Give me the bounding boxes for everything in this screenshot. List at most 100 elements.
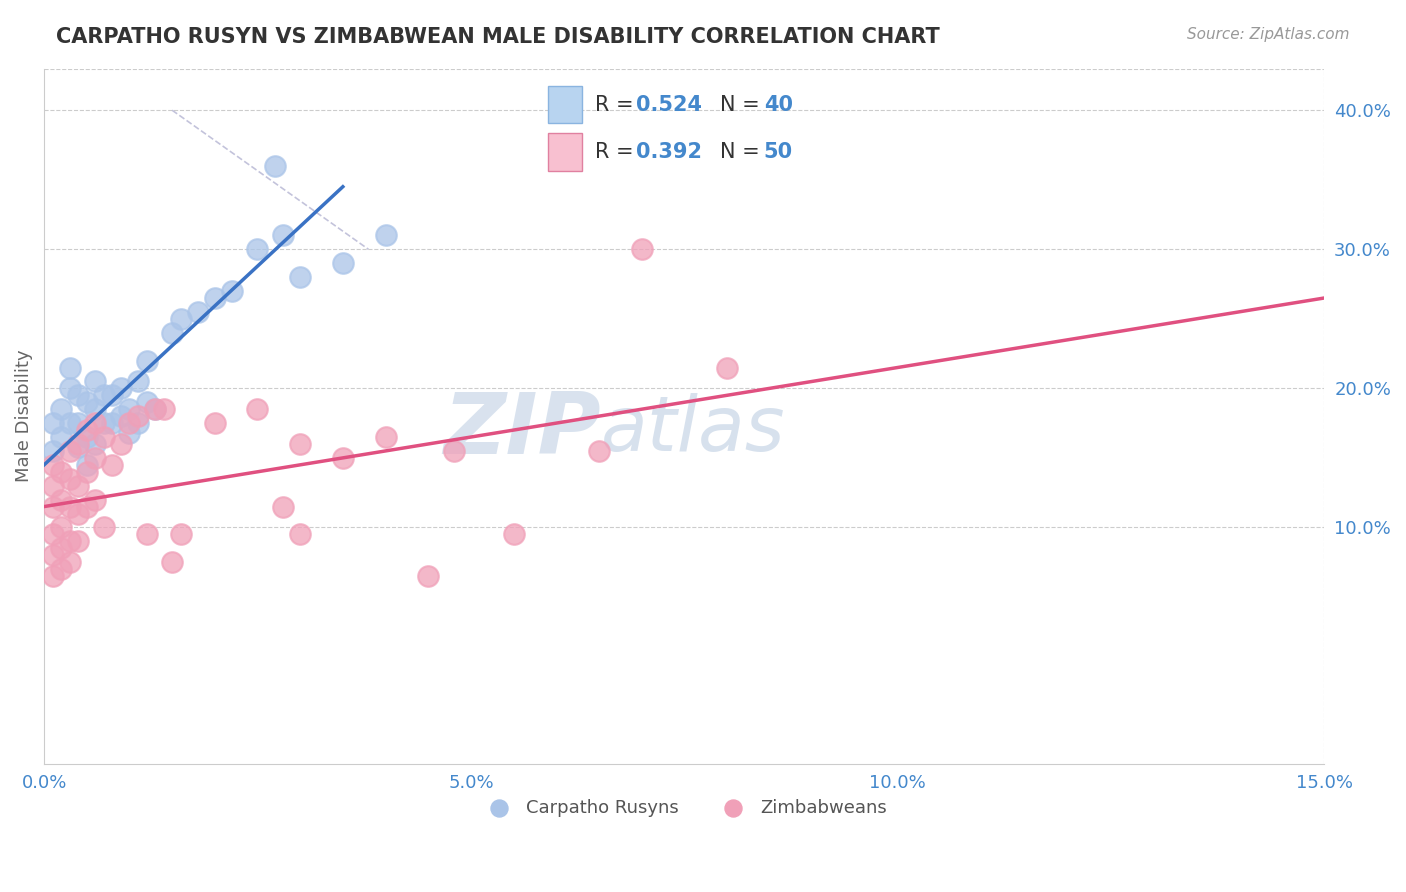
Point	[51, 520, 73, 534]
Point	[51, 492, 73, 507]
Point	[288, 437, 311, 451]
Point	[221, 284, 243, 298]
Point	[59, 500, 82, 514]
Point	[127, 416, 149, 430]
Text: 40: 40	[763, 95, 793, 115]
Point	[67, 534, 90, 549]
Point	[502, 527, 524, 541]
Point	[84, 416, 107, 430]
Point	[59, 381, 82, 395]
Point	[51, 562, 73, 576]
Point	[41, 444, 63, 458]
Point	[443, 444, 465, 458]
Text: R =: R =	[595, 95, 640, 115]
Point	[204, 416, 226, 430]
Point	[41, 479, 63, 493]
Point	[41, 458, 63, 472]
Text: N =: N =	[720, 95, 766, 115]
Legend: Carpatho Rusyns, Zimbabweans: Carpatho Rusyns, Zimbabweans	[474, 792, 894, 824]
Point	[41, 500, 63, 514]
Point	[271, 228, 294, 243]
Point	[418, 569, 440, 583]
Point	[76, 430, 98, 444]
Point	[101, 416, 124, 430]
Point	[118, 402, 141, 417]
Point	[135, 395, 157, 409]
Point	[93, 388, 115, 402]
Point	[204, 291, 226, 305]
Point	[127, 375, 149, 389]
Text: 0.524: 0.524	[636, 95, 702, 115]
Point	[84, 437, 107, 451]
Point	[76, 500, 98, 514]
Point	[51, 430, 73, 444]
Point	[51, 465, 73, 479]
Point	[41, 527, 63, 541]
Point	[110, 437, 132, 451]
Point	[118, 416, 141, 430]
Text: R =: R =	[595, 142, 640, 162]
Point	[135, 527, 157, 541]
Text: CARPATHO RUSYN VS ZIMBABWEAN MALE DISABILITY CORRELATION CHART: CARPATHO RUSYN VS ZIMBABWEAN MALE DISABI…	[56, 27, 941, 46]
Point	[84, 375, 107, 389]
Point	[67, 437, 90, 451]
Point	[332, 256, 354, 270]
Text: 0.392: 0.392	[636, 142, 702, 162]
Point	[93, 520, 115, 534]
Point	[160, 326, 183, 340]
Point	[93, 430, 115, 444]
Point	[110, 381, 132, 395]
Point	[59, 360, 82, 375]
Point	[143, 402, 166, 417]
Point	[288, 527, 311, 541]
Point	[101, 458, 124, 472]
Point	[59, 534, 82, 549]
Point	[160, 555, 183, 569]
Point	[110, 409, 132, 424]
Point	[76, 423, 98, 437]
Point	[67, 507, 90, 521]
Point	[271, 500, 294, 514]
Point	[84, 402, 107, 417]
Point	[630, 242, 652, 256]
Point	[67, 440, 90, 454]
Point	[59, 555, 82, 569]
Point	[76, 395, 98, 409]
Point	[41, 569, 63, 583]
Point	[84, 492, 107, 507]
Point	[288, 270, 311, 285]
Point	[84, 450, 107, 465]
Point	[118, 425, 141, 440]
Point	[76, 458, 98, 472]
Point	[59, 444, 82, 458]
Point	[67, 388, 90, 402]
Bar	[548, 87, 582, 123]
Point	[51, 541, 73, 556]
Point	[246, 242, 269, 256]
Point	[170, 311, 193, 326]
Point	[246, 402, 269, 417]
Point	[170, 527, 193, 541]
Point	[588, 444, 610, 458]
Text: 50: 50	[763, 142, 793, 162]
Point	[67, 479, 90, 493]
Point	[152, 402, 174, 417]
Point	[59, 472, 82, 486]
Bar	[548, 133, 582, 170]
Point	[41, 416, 63, 430]
Point	[101, 388, 124, 402]
Point	[51, 402, 73, 417]
Point	[135, 353, 157, 368]
Point	[263, 159, 285, 173]
Point	[716, 360, 738, 375]
Text: ZIP: ZIP	[443, 389, 600, 472]
Point	[374, 228, 396, 243]
Text: N =: N =	[720, 142, 766, 162]
Point	[187, 305, 209, 319]
Text: atlas: atlas	[600, 393, 786, 467]
Point	[59, 416, 82, 430]
Y-axis label: Male Disability: Male Disability	[15, 350, 32, 483]
Point	[67, 416, 90, 430]
Point	[76, 465, 98, 479]
Point	[127, 409, 149, 424]
